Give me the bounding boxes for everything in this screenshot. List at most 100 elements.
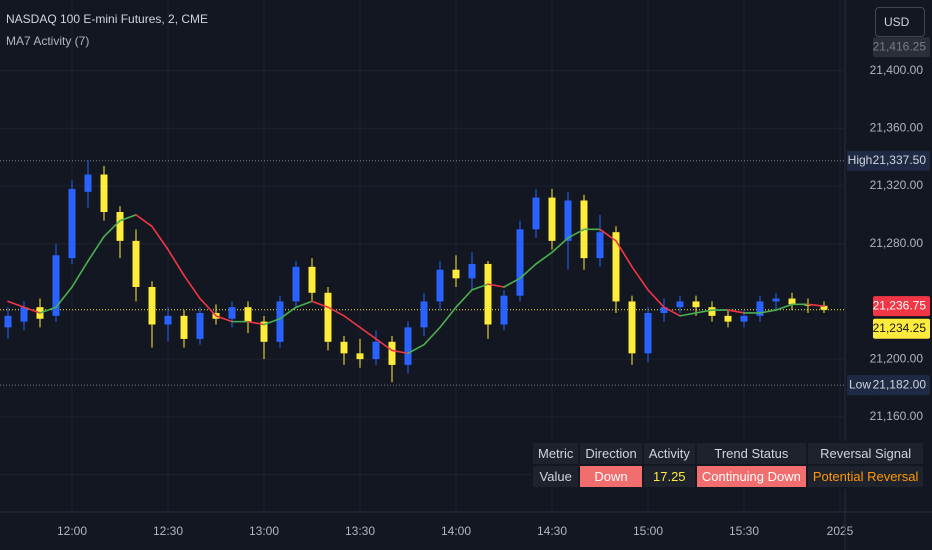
candle-body xyxy=(116,212,124,241)
indicator-segment xyxy=(103,219,121,238)
price-label-name: High xyxy=(848,153,873,167)
indicator-segment xyxy=(503,277,521,288)
grid xyxy=(0,0,845,512)
price-label-name: Low xyxy=(849,377,871,391)
candle-body xyxy=(436,269,444,302)
indicator-segment xyxy=(663,306,681,317)
table-cell: Down xyxy=(580,466,642,487)
candle-body xyxy=(132,240,140,288)
indicator-segment xyxy=(23,306,41,314)
candle-body xyxy=(420,301,428,328)
y-tick-label: 21,320.00 xyxy=(870,178,924,192)
x-tick-label: 14:00 xyxy=(441,524,471,538)
indicator-segment xyxy=(39,306,57,314)
candle-body xyxy=(260,321,268,342)
candle-body xyxy=(324,292,332,342)
indicator-segment xyxy=(599,228,617,242)
candle-body xyxy=(308,266,316,293)
candle-body xyxy=(68,188,76,259)
table-row: Value Down 17.25 Continuing Down Potential R… xyxy=(533,466,924,487)
candle-body xyxy=(244,307,252,322)
candle-body xyxy=(276,301,284,342)
candle-body xyxy=(340,341,348,354)
indicator-segment xyxy=(119,214,137,222)
candle-body xyxy=(356,353,364,360)
indicator-segment xyxy=(551,237,569,254)
candle-body xyxy=(500,295,508,325)
indicator-name: MA7 Activity (7) xyxy=(6,34,89,48)
indicator-segment xyxy=(423,326,441,346)
indicator-segment xyxy=(407,343,425,355)
indicator-segment xyxy=(87,235,105,262)
price-label-name-box xyxy=(847,150,873,171)
table-cell: Activity xyxy=(643,443,695,464)
candle-body xyxy=(612,232,620,302)
candle-body xyxy=(84,174,92,192)
stats-table: Metric Direction Activity Trend Status Rever… xyxy=(531,441,926,489)
indicator-segment xyxy=(375,338,393,352)
x-tick-label: 12:30 xyxy=(153,524,183,538)
price-label-name-box xyxy=(847,375,873,396)
candle-body xyxy=(148,287,156,325)
candle-body xyxy=(532,197,540,230)
candle-body xyxy=(692,301,700,308)
price-label-box xyxy=(873,296,930,317)
table-cell: Value xyxy=(533,466,579,487)
x-tick-label: 2025 xyxy=(827,524,854,538)
price-label-box xyxy=(873,37,930,58)
candle-body xyxy=(196,312,204,339)
y-tick-label: 21,160.00 xyxy=(870,409,924,423)
indicator-segment xyxy=(263,317,281,326)
indicator-segment xyxy=(391,349,409,355)
indicator-segment xyxy=(183,274,201,300)
table-cell: Reversal Signal xyxy=(807,443,924,464)
indicator-segment xyxy=(519,263,537,280)
candle-body xyxy=(404,327,412,365)
indicator-segment xyxy=(55,286,73,309)
indicator-segment xyxy=(71,260,89,288)
y-tick-label: 21,360.00 xyxy=(870,121,924,135)
candle-body xyxy=(452,269,460,279)
price-label: 21,416.25 xyxy=(873,39,927,53)
indicator-segment xyxy=(247,320,265,326)
candle-body xyxy=(228,307,236,319)
candle-body xyxy=(708,307,716,316)
indicator-segment xyxy=(535,251,553,265)
candle-body xyxy=(372,341,380,360)
candle-body xyxy=(4,315,12,328)
table-row: Metric Direction Activity Trend Status Rever… xyxy=(533,443,924,464)
indicator-segment xyxy=(455,289,473,309)
indicator-segment xyxy=(807,303,825,307)
candle-body xyxy=(548,197,556,241)
candle-body xyxy=(596,232,604,259)
candle-body xyxy=(820,305,828,310)
table-cell: 17.25 xyxy=(643,466,695,487)
indicator-segment xyxy=(487,283,505,288)
candle-body xyxy=(660,307,668,313)
candle-body xyxy=(20,307,28,322)
indicator-segment xyxy=(695,309,713,314)
table-cell: Direction xyxy=(580,443,642,464)
candle-body xyxy=(516,229,524,296)
indicator-segment xyxy=(135,214,153,228)
price-label: 21,236.75 xyxy=(873,298,927,312)
indicator-segment xyxy=(199,297,217,317)
candle-body xyxy=(628,301,636,354)
candle-body xyxy=(788,298,796,305)
y-tick-label: 21,200.00 xyxy=(870,351,924,365)
x-tick-label: 14:30 xyxy=(537,524,567,538)
candle-body xyxy=(724,315,732,322)
currency-button[interactable]: USD xyxy=(875,7,925,37)
candle-body xyxy=(468,263,476,279)
table-cell: Trend Status xyxy=(696,443,806,464)
indicator-segment xyxy=(679,312,697,317)
indicator-segment xyxy=(647,289,665,309)
price-label-box xyxy=(873,375,930,396)
indicator-segment xyxy=(7,300,25,309)
indicator-segment xyxy=(759,309,777,314)
candle-body xyxy=(388,341,396,365)
price-label-box xyxy=(873,150,930,171)
candle-body xyxy=(180,315,188,339)
price-label: 21,337.50 xyxy=(873,153,927,167)
